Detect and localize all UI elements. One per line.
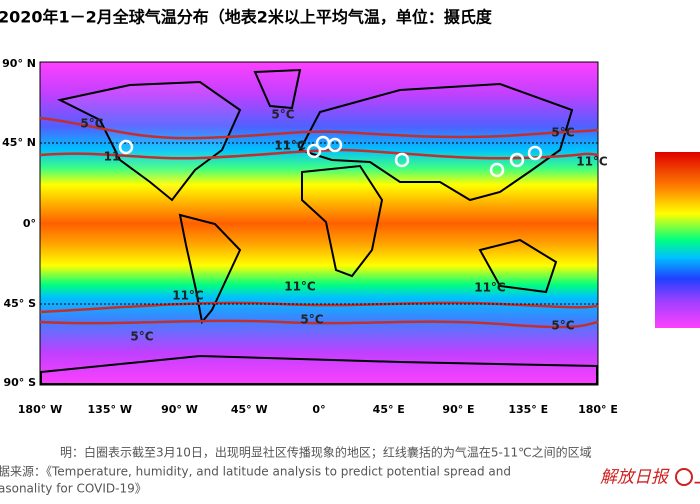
antarctica xyxy=(40,354,598,385)
australia xyxy=(478,238,558,294)
lat-tick-label: 90° S xyxy=(3,376,36,389)
lon-tick-label: 90° W xyxy=(161,403,198,416)
contour-label: 5°C xyxy=(80,117,103,131)
lon-tick-label: 0° xyxy=(312,403,325,416)
lon-tick-label: 180° W xyxy=(18,403,62,416)
title: 2020年1－2月全球气温分布（地表2米以上平均气温，单位：摄氏度 xyxy=(0,8,493,27)
contour-label: 5°C xyxy=(551,319,574,333)
source: asonality for COVID-19》 xyxy=(0,482,147,496)
source: 据来源：《Temperature, humidity, and latitude… xyxy=(0,465,511,479)
colorbar xyxy=(655,152,700,328)
contour-label: 11°C xyxy=(274,139,306,153)
lat-tick-label: 90° N xyxy=(2,57,36,70)
south-america xyxy=(178,213,242,325)
lon-tick-label: 90° E xyxy=(442,403,474,416)
outbreak-marker xyxy=(394,152,410,168)
contour-label: 11°C xyxy=(576,155,608,169)
lat-tick-label: 0° xyxy=(23,217,36,230)
contour-south-5 xyxy=(39,319,599,329)
lat-tick-label: 45° N xyxy=(2,136,36,149)
lon-tick-label: 180° E xyxy=(578,403,618,416)
lon-tick-label: 45° W xyxy=(231,403,268,416)
lon-tick-label: 135° E xyxy=(508,403,548,416)
outbreak-marker xyxy=(527,145,543,161)
outbreak-marker xyxy=(509,152,525,168)
lat-tick-label: 45° S xyxy=(3,297,36,310)
eurasia xyxy=(298,82,574,202)
logo: 上 xyxy=(694,468,700,487)
outbreak-marker xyxy=(118,139,134,155)
lon-tick-label: 135° W xyxy=(88,403,132,416)
contour-label: 11°C xyxy=(474,281,506,295)
contour-north-5 xyxy=(39,116,599,140)
north-america xyxy=(57,80,242,202)
contour-label: 11°C xyxy=(284,280,316,294)
contour-south-11 xyxy=(39,301,599,314)
contour-label: 5°C xyxy=(551,126,574,140)
outbreak-marker xyxy=(489,162,505,178)
contour-label: 5°C xyxy=(271,108,294,122)
logo: 解放日报 xyxy=(600,468,670,488)
lon-tick-label: 45° E xyxy=(373,403,405,416)
africa xyxy=(301,164,384,278)
logo-icon xyxy=(675,468,693,486)
contour-label: 11 xyxy=(104,150,121,164)
outbreak-marker xyxy=(306,143,322,159)
outbreak-marker xyxy=(327,137,343,153)
contour-label: 5°C xyxy=(300,313,323,327)
continents xyxy=(40,68,598,385)
note: 明：白圈表示截至3月10日，出现明显社区传播现象的地区；红线囊括的为气温在5-1… xyxy=(60,445,592,460)
contour-label: 11°C xyxy=(172,289,204,303)
greenland xyxy=(253,68,302,110)
contour-label: 5°C xyxy=(130,330,153,344)
